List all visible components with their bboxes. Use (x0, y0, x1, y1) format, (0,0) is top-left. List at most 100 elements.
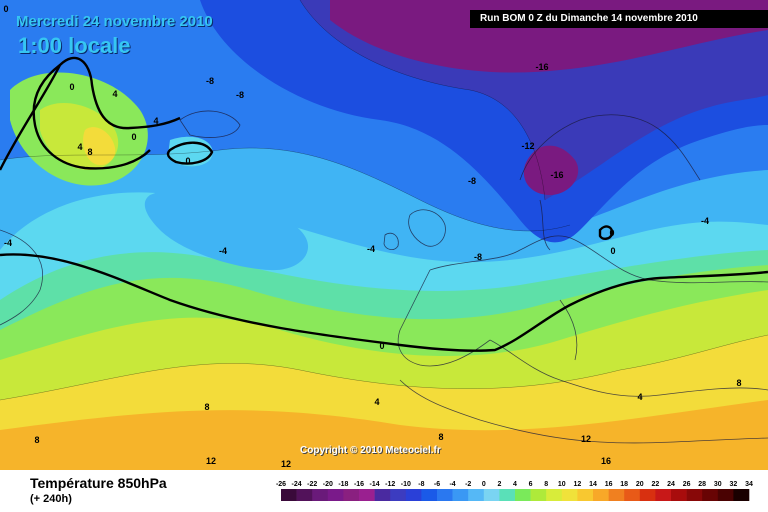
legend-color-cell (624, 489, 641, 501)
map-label: -4 (367, 244, 375, 254)
map-label: -8 (206, 76, 214, 86)
copyright-notice: Copyright © 2010 Meteociel.fr (300, 445, 441, 456)
legend-tick-label: 24 (667, 481, 675, 488)
isotherm-labels: -16 -16 -12 -8 -8 -8 -8 -4 -4 -4 -4 0 0 … (3, 4, 741, 469)
legend-color-cell (530, 489, 547, 501)
band-purple-scandinavia (523, 145, 579, 195)
legend-tick-label: 14 (589, 481, 597, 488)
map-label: 8 (204, 402, 209, 412)
map-label: 0 (69, 82, 74, 92)
legend-color-cell (468, 489, 485, 501)
legend-color-cell (515, 489, 531, 501)
map-label: -4 (701, 216, 709, 226)
legend-tick-label: 2 (497, 481, 502, 488)
legend-tick-label: 28 (698, 481, 707, 488)
legend-tick-label: -18 (338, 481, 349, 488)
legend-tick-label: 34 (745, 481, 753, 488)
map-label: -8 (474, 252, 482, 262)
legend-tick-label: 0 (481, 481, 486, 488)
legend-tick-label: -26 (275, 481, 287, 488)
parameter-title: Température 850hPa (30, 475, 167, 491)
legend-color-cell (483, 489, 500, 501)
legend-tick-label: -6 (433, 481, 441, 488)
legend-color-cell (421, 489, 438, 501)
legend-tick-label: -12 (385, 481, 396, 488)
map-label: -8 (468, 176, 476, 186)
legend-color-cell (686, 489, 703, 501)
map-label: 4 (77, 142, 82, 152)
legend-color-cell (593, 489, 609, 501)
legend-tick-label: 6 (528, 481, 533, 488)
legend-color-cell (655, 489, 672, 501)
map-label: -8 (236, 90, 244, 100)
greenland-hot-spot (83, 127, 116, 166)
map-label: 8 (34, 435, 39, 445)
legend-tick-label: -10 (400, 481, 411, 488)
isotherm-contours (0, 0, 768, 401)
legend-tick-label: -20 (322, 481, 333, 488)
legend-color-cell (390, 489, 407, 501)
map-label: 4 (374, 397, 379, 407)
legend-color-cell (561, 489, 578, 501)
legend-tick-label: -2 (465, 481, 472, 488)
temperature-map: -16 -16 -12 -8 -8 -8 -8 -4 -4 -4 -4 0 0 … (0, 0, 768, 470)
map-label: 0 (3, 4, 8, 14)
legend-color-cell (671, 489, 687, 501)
zero-isotherms (0, 56, 768, 352)
map-label: 12 (281, 459, 291, 469)
map-label: 0 (610, 246, 615, 256)
legend-tick-label: 8 (544, 481, 549, 488)
map-label: 4 (153, 116, 158, 126)
legend-tick-label: 30 (713, 481, 722, 488)
run-info: Run BOM 0 Z du Dimanche 14 novembre 2010 (470, 10, 768, 28)
legend-tick-label: 4 (513, 481, 517, 488)
legend-color-cell (281, 489, 297, 501)
legend-tick-label: 20 (635, 481, 644, 488)
legend-tick-label: -24 (291, 481, 302, 488)
legend-color-cell (405, 489, 422, 501)
legend-tick-label: 16 (604, 481, 613, 488)
legend-color-cell (702, 489, 719, 501)
legend-color-cell (437, 489, 453, 501)
legend-color-cell (608, 489, 625, 501)
legend-color-cell (733, 489, 750, 501)
coastlines (0, 110, 768, 444)
legend-color-cell (577, 489, 594, 501)
map-label: 0 (379, 341, 384, 351)
legend-color-cell (717, 489, 734, 501)
legend-color-cell (312, 489, 329, 501)
legend-tick-label: -8 (418, 481, 425, 488)
legend-tick-label: -16 (353, 481, 365, 488)
map-label: 8 (87, 147, 92, 157)
forecast-date: Mercredi 24 novembre 2010 (16, 13, 213, 30)
legend-tick-label: -22 (307, 481, 318, 488)
legend-tick-label: 12 (573, 481, 582, 488)
legend-tick-label: 10 (557, 481, 566, 488)
legend-tick-label: 32 (729, 481, 738, 488)
legend-tick-label: -4 (449, 481, 456, 488)
legend-tick-label: 26 (682, 481, 691, 488)
legend-color-cell (374, 489, 391, 501)
color-scale-legend (281, 489, 750, 501)
legend-tick-label: -14 (369, 481, 380, 488)
map-label: 8 (438, 432, 443, 442)
forecast-time: 1:00 locale (18, 33, 131, 58)
map-label: 16 (601, 456, 611, 466)
map-label: -12 (521, 141, 534, 151)
legend-color-cell (499, 489, 516, 501)
legend-color-cell (359, 489, 375, 501)
map-label: -16 (550, 170, 563, 180)
legend-tick-label: 22 (651, 481, 660, 488)
map-label: 4 (112, 89, 117, 99)
map-label: 12 (206, 456, 216, 466)
map-label: 0 (131, 132, 136, 142)
map-label: 0 (185, 156, 190, 166)
map-label: 12 (581, 434, 591, 444)
map-label: 8 (736, 378, 741, 388)
map-label: 0 (609, 228, 614, 238)
map-label: 4 (637, 392, 642, 402)
map-label: -4 (4, 238, 12, 248)
legend-color-cell (546, 489, 563, 501)
legend-tick-label: 18 (620, 481, 629, 488)
